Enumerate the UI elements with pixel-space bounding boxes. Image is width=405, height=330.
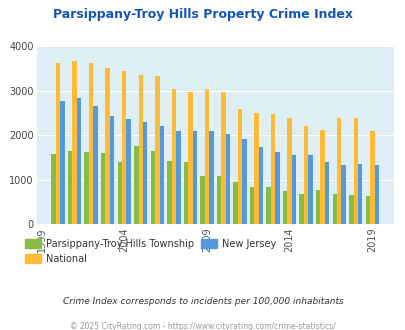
Bar bbox=[291, 155, 296, 224]
Bar bbox=[369, 131, 374, 224]
Bar bbox=[159, 126, 164, 224]
Bar bbox=[93, 106, 98, 224]
Bar bbox=[200, 176, 204, 224]
Bar bbox=[155, 77, 159, 224]
Bar bbox=[282, 191, 287, 224]
Bar bbox=[242, 139, 246, 224]
Bar bbox=[171, 88, 176, 224]
Bar bbox=[336, 118, 341, 224]
Text: Crime Index corresponds to incidents per 100,000 inhabitants: Crime Index corresponds to incidents per… bbox=[62, 297, 343, 306]
Bar bbox=[167, 161, 171, 224]
Bar bbox=[303, 126, 308, 224]
Bar bbox=[275, 152, 279, 224]
Bar bbox=[249, 187, 254, 224]
Bar bbox=[357, 164, 362, 224]
Bar bbox=[233, 182, 237, 224]
Bar bbox=[150, 151, 155, 224]
Bar bbox=[308, 155, 312, 224]
Bar bbox=[105, 68, 110, 224]
Legend: Parsippany-Troy Hills Township, National, New Jersey: Parsippany-Troy Hills Township, National… bbox=[25, 239, 275, 264]
Bar bbox=[138, 75, 143, 224]
Bar bbox=[299, 194, 303, 224]
Bar bbox=[225, 134, 230, 224]
Bar bbox=[143, 122, 147, 224]
Bar bbox=[324, 162, 328, 224]
Bar bbox=[126, 119, 130, 224]
Bar bbox=[216, 176, 221, 224]
Bar bbox=[176, 131, 180, 224]
Bar bbox=[374, 165, 378, 224]
Bar bbox=[68, 151, 72, 224]
Bar bbox=[89, 63, 93, 224]
Bar bbox=[353, 118, 357, 224]
Bar bbox=[320, 130, 324, 224]
Bar bbox=[341, 165, 345, 224]
Bar bbox=[55, 63, 60, 224]
Bar bbox=[258, 147, 262, 224]
Bar bbox=[266, 187, 270, 224]
Bar bbox=[192, 131, 196, 224]
Bar bbox=[221, 92, 225, 224]
Bar bbox=[72, 61, 77, 224]
Bar bbox=[60, 101, 64, 224]
Bar bbox=[365, 196, 369, 224]
Bar bbox=[209, 131, 213, 224]
Bar bbox=[237, 109, 242, 224]
Text: © 2025 CityRating.com - https://www.cityrating.com/crime-statistics/: © 2025 CityRating.com - https://www.city… bbox=[70, 322, 335, 330]
Bar bbox=[110, 116, 114, 224]
Bar bbox=[117, 162, 121, 224]
Bar bbox=[348, 195, 353, 224]
Bar bbox=[254, 114, 258, 224]
Bar bbox=[188, 92, 192, 224]
Bar bbox=[204, 88, 209, 224]
Bar bbox=[315, 190, 320, 224]
Bar bbox=[183, 162, 188, 224]
Bar bbox=[77, 98, 81, 224]
Bar bbox=[134, 146, 138, 224]
Bar bbox=[51, 154, 55, 224]
Bar bbox=[84, 152, 89, 224]
Bar bbox=[122, 71, 126, 224]
Bar bbox=[332, 194, 336, 224]
Bar bbox=[101, 153, 105, 224]
Text: Parsippany-Troy Hills Property Crime Index: Parsippany-Troy Hills Property Crime Ind… bbox=[53, 8, 352, 21]
Bar bbox=[287, 118, 291, 224]
Bar bbox=[270, 115, 275, 224]
